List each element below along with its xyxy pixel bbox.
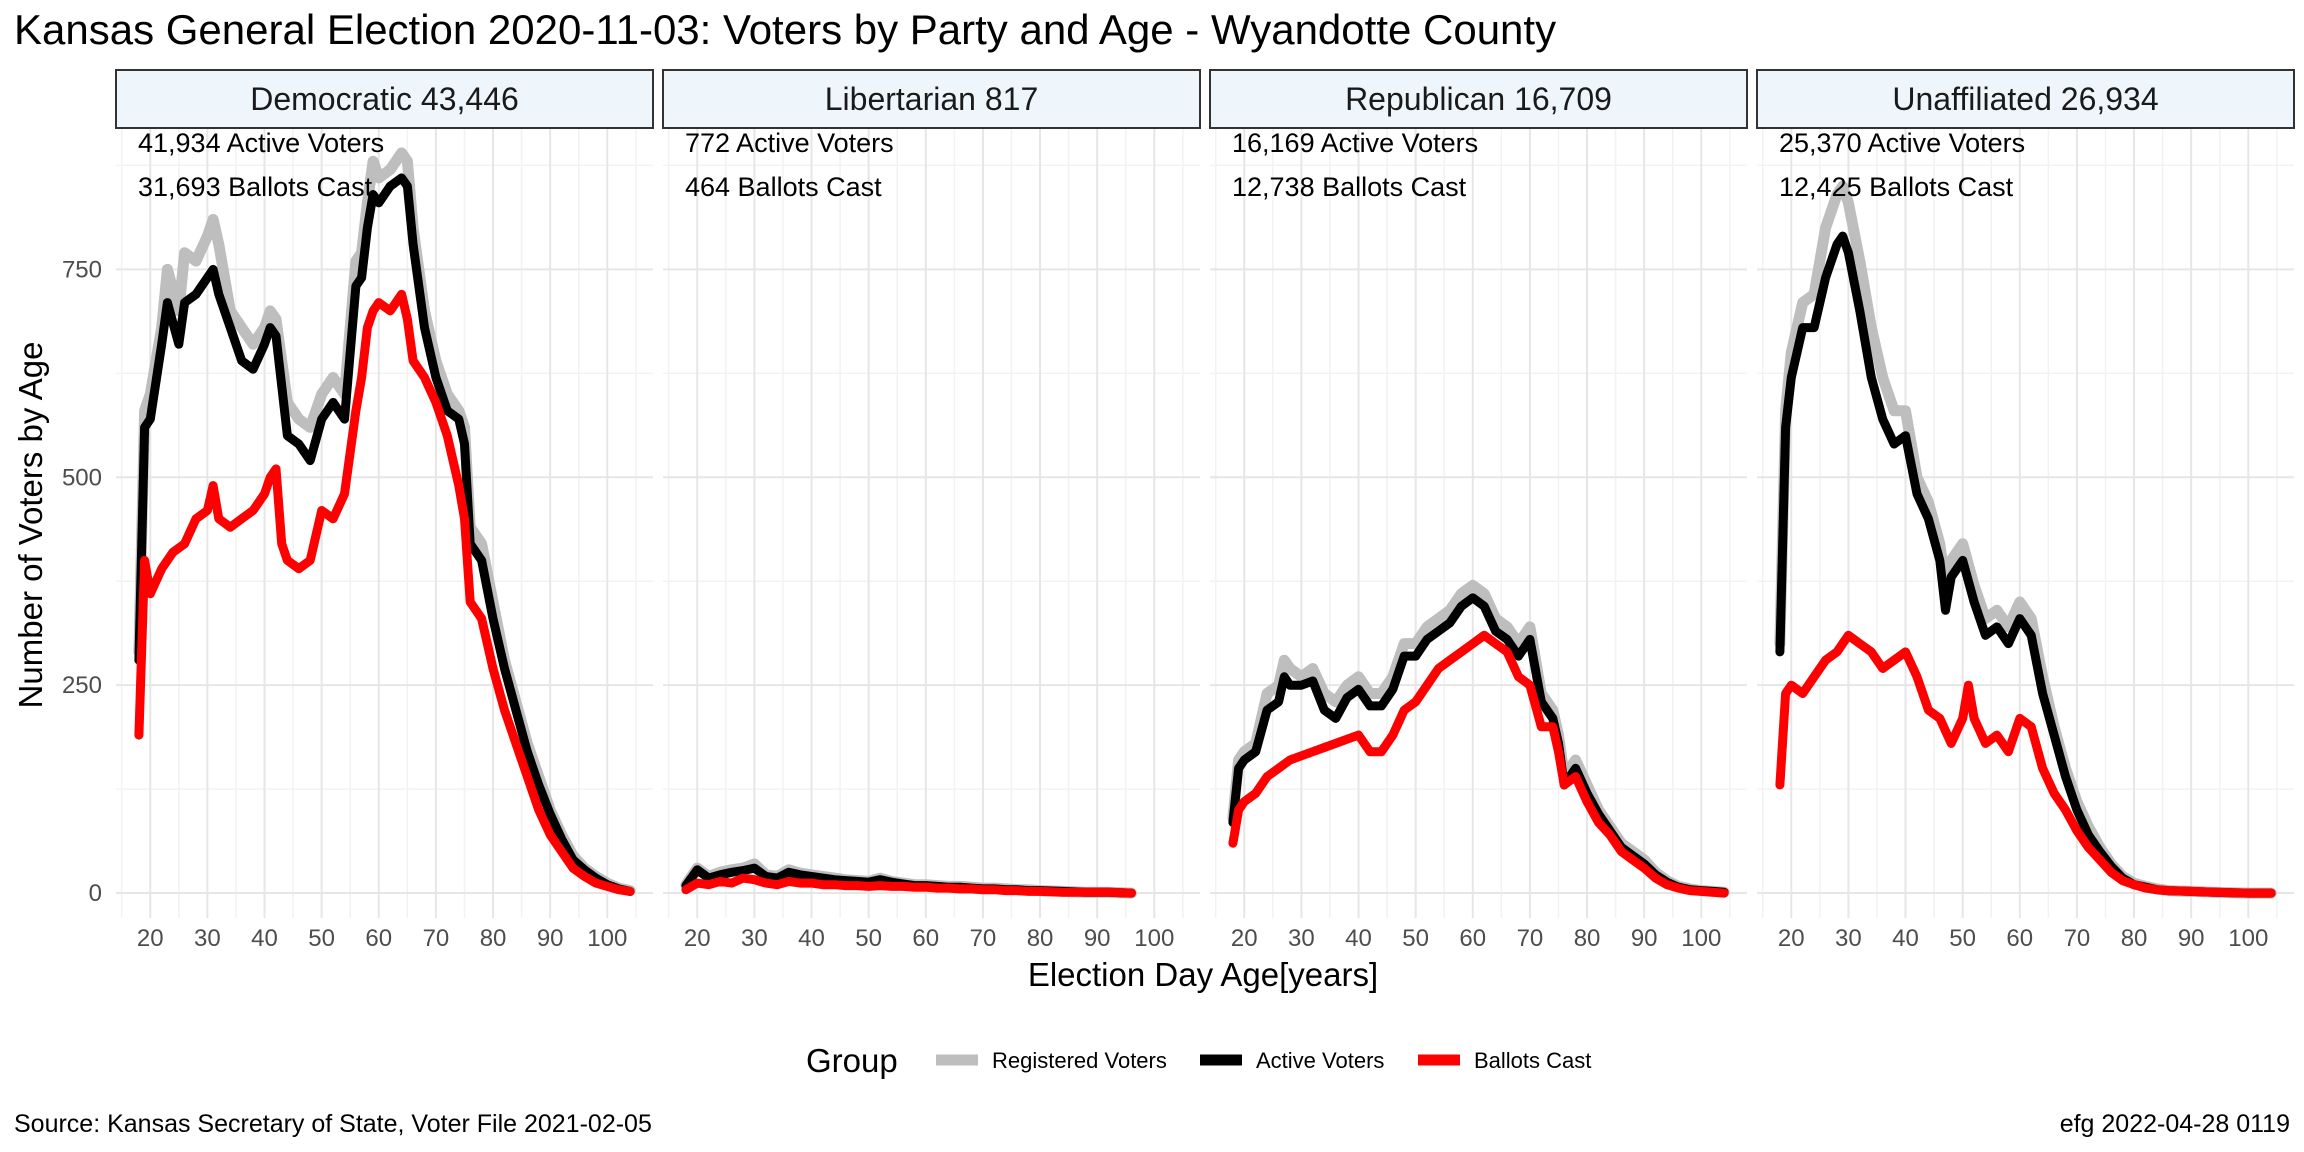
- facet-panels: Democratic 43,446 41,934 Active Voters 31,…: [115, 69, 2295, 952]
- x-tick-label: 60: [365, 925, 392, 952]
- x-tick-label: 60: [1459, 925, 1486, 952]
- series-line-active-voters: [1775, 231, 2276, 898]
- x-tick-label: 30: [1835, 925, 1862, 952]
- x-tick-label: 70: [970, 925, 997, 952]
- x-tick-label: 20: [1231, 925, 1258, 952]
- y-axis-title: Number of Voters by Age: [12, 342, 49, 709]
- facet-strip: [1756, 69, 2295, 129]
- x-tick-label: 50: [1949, 925, 1976, 952]
- x-tick-label: 50: [855, 925, 882, 952]
- legend-label: Registered Voters: [992, 1048, 1167, 1073]
- panel-annotation: 12,425 Ballots Cast: [1779, 172, 2014, 202]
- x-tick-label: 60: [2006, 925, 2033, 952]
- x-tick-label: 40: [251, 925, 278, 952]
- timestamp-caption: efg 2022-04-28 0119: [2059, 1110, 2290, 1138]
- x-tick-label: 50: [1402, 925, 1429, 952]
- series-line-registered-voters: [133, 147, 636, 897]
- x-tick-label: 80: [480, 925, 507, 952]
- series-line-registered-voters: [1227, 579, 1730, 898]
- x-tick-label: 20: [1778, 925, 1805, 952]
- facet-panel: Libertarian 817 772 Active Voters 464 Ball…: [662, 69, 1201, 952]
- facet-strip: [1209, 69, 1748, 129]
- y-axis: 0 250 500 750: [62, 256, 102, 907]
- panel-annotation: 25,370 Active Voters: [1779, 128, 2025, 158]
- facet-panel: Democratic 43,446 41,934 Active Voters 31,…: [115, 69, 654, 952]
- x-tick-label: 80: [2121, 925, 2148, 952]
- facet-strip: [115, 69, 654, 129]
- panel-annotation: 16,169 Active Voters: [1232, 128, 1478, 158]
- panel-annotation: 464 Ballots Cast: [685, 172, 882, 202]
- series-line-ballots-cast: [1228, 630, 1729, 898]
- y-tick-label: 250: [62, 672, 102, 699]
- panel-annotation: 41,934 Active Voters: [138, 128, 384, 158]
- x-tick-label: 70: [1517, 925, 1544, 952]
- x-tick-label: 100: [1681, 925, 1721, 952]
- x-tick-label: 40: [798, 925, 825, 952]
- facet-panel: Republican 16,709 16,169 Active Voters 12,…: [1209, 69, 1748, 952]
- x-tick-label: 40: [1345, 925, 1372, 952]
- series-line-ballots-cast: [1775, 630, 2276, 898]
- x-tick-label: 90: [2178, 925, 2205, 952]
- series-line-ballots-cast: [134, 289, 635, 896]
- x-tick-label: 70: [423, 925, 450, 952]
- chart-title: Kansas General Election 2020-11-03: Vote…: [14, 6, 1557, 53]
- y-tick-label: 750: [62, 256, 102, 283]
- facet-strip-label: Unaffiliated 26,934: [1892, 81, 2158, 117]
- facet-strip-label: Democratic 43,446: [250, 81, 519, 117]
- x-tick-label: 20: [684, 925, 711, 952]
- x-tick-label: 100: [1134, 925, 1174, 952]
- facet-strip: [662, 69, 1201, 129]
- x-tick-label: 90: [1631, 925, 1658, 952]
- panel-annotation: 772 Active Voters: [685, 128, 894, 158]
- x-tick-label: 70: [2064, 925, 2091, 952]
- x-tick-label: 100: [587, 925, 627, 952]
- x-tick-label: 60: [912, 925, 939, 952]
- x-tick-label: 30: [741, 925, 768, 952]
- y-tick-label: 500: [62, 464, 102, 491]
- facet-strip-label: Republican 16,709: [1345, 81, 1612, 117]
- x-axis-title: Election Day Age[years]: [1028, 956, 1378, 993]
- facet-strip-label: Libertarian 817: [825, 81, 1038, 117]
- x-tick-label: 50: [308, 925, 335, 952]
- x-tick-label: 20: [137, 925, 164, 952]
- x-tick-label: 40: [1892, 925, 1919, 952]
- legend-label: Ballots Cast: [1474, 1048, 1591, 1073]
- x-tick-label: 80: [1574, 925, 1601, 952]
- x-tick-label: 90: [537, 925, 564, 952]
- panel-annotation: 12,738 Ballots Cast: [1232, 172, 1467, 202]
- legend-label: Active Voters: [1256, 1048, 1384, 1073]
- x-tick-label: 90: [1084, 925, 1111, 952]
- x-tick-label: 100: [2228, 925, 2268, 952]
- x-tick-label: 80: [1027, 925, 1054, 952]
- source-caption: Source: Kansas Secretary of State, Voter…: [14, 1110, 652, 1138]
- y-tick-label: 0: [89, 880, 102, 907]
- facet-panel: Unaffiliated 26,934 25,370 Active Voters 1…: [1756, 69, 2295, 952]
- series-line-active-voters: [134, 173, 635, 896]
- panel-annotation: 31,693 Ballots Cast: [138, 172, 373, 202]
- series-line-ballots-cast: [681, 873, 1136, 898]
- x-tick-label: 30: [194, 925, 221, 952]
- x-tick-label: 30: [1288, 925, 1315, 952]
- legend: Group Registered Voters Active Voters Ballo…: [806, 1042, 1591, 1079]
- legend-title: Group: [806, 1042, 898, 1079]
